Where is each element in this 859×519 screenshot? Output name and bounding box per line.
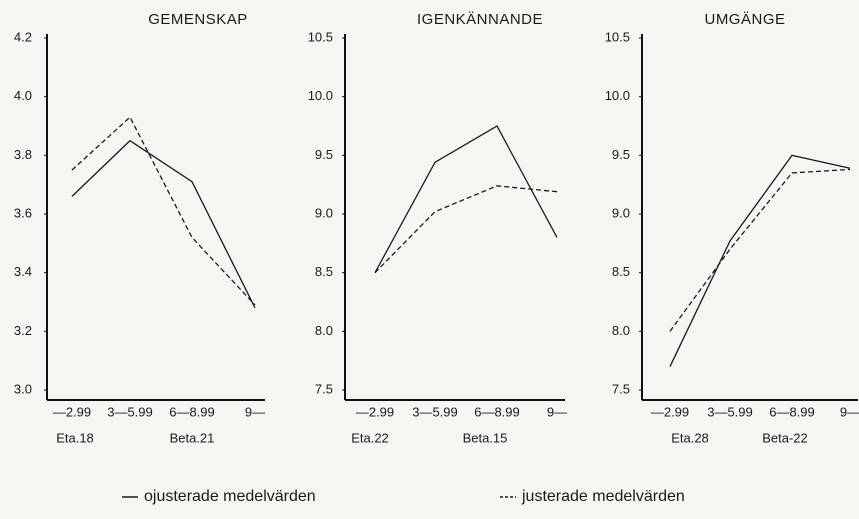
x-tick-label: 3—5.99 [107,404,153,419]
x-tick-label: —2.99 [53,404,91,419]
series-line [374,125,558,273]
x-tick-label: 6—8.99 [769,404,815,419]
legend-label: ojusterade medelvärden [144,488,316,505]
x-tick-label: 6—8.99 [169,404,215,419]
x-tick-label: —2.99 [651,404,689,419]
y-tick-label: 3.2 [14,323,32,338]
x-tick-label: —2.99 [356,404,394,419]
y-tick-label: 8.5 [612,264,630,279]
y-tick-label: 3.0 [14,381,32,396]
x-tick-label: 9— [547,404,567,419]
annotation: Eta.22 [351,430,389,445]
annotation: Beta.15 [463,430,508,445]
chart-title: GEMENSKAP [148,11,248,28]
y-tick-label: 10.5 [605,29,630,44]
y-tick-label: 9.0 [315,205,333,220]
annotation: Eta.28 [671,430,709,445]
series-line [669,154,851,367]
x-tick-label: 6—8.99 [474,404,520,419]
y-tick-label: 10.5 [308,29,333,44]
y-tick-label: 10.0 [605,88,630,103]
series-line [71,116,256,306]
legend-label: justerade medelvärden [521,488,685,505]
x-tick-label: 3—5.99 [412,404,458,419]
y-tick-label: 10.0 [308,88,333,103]
y-tick-label: 3.4 [14,264,32,279]
y-tick-label: 9.5 [315,147,333,162]
annotation: Eta.18 [56,430,94,445]
chart-title: UMGÄNGE [704,11,785,28]
y-tick-label: 8.0 [315,323,333,338]
annotation: Beta-22 [762,430,808,445]
y-tick-label: 7.5 [315,381,333,396]
y-tick-label: 4.2 [14,29,32,44]
y-tick-label: 4.0 [14,88,32,103]
y-tick-label: 9.0 [612,205,630,220]
chart-title: IGENKÄNNANDE [417,11,543,28]
x-tick-label: 3—5.99 [707,404,753,419]
annotation: Beta.21 [170,430,215,445]
series-line [374,185,558,274]
series-line [669,168,851,332]
series-line [71,139,256,309]
y-tick-label: 8.0 [612,323,630,338]
y-tick-label: 3.8 [14,147,32,162]
y-tick-label: 7.5 [612,381,630,396]
y-tick-label: 3.6 [14,205,32,220]
x-tick-label: 9— [840,404,859,419]
x-tick-label: 9— [245,404,265,419]
y-tick-label: 8.5 [315,264,333,279]
y-tick-label: 9.5 [612,147,630,162]
